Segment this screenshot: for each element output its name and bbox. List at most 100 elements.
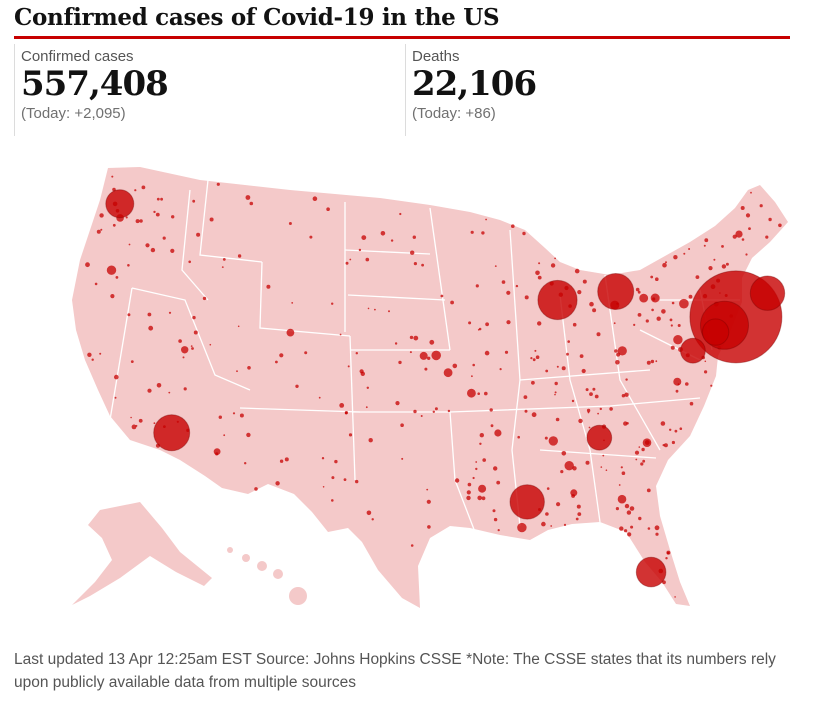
county-dot: [656, 316, 661, 321]
county-dot: [704, 360, 707, 363]
county-dot: [578, 418, 583, 424]
county-dot: [237, 254, 242, 258]
county-dot: [624, 392, 629, 397]
hotspot-bubble: [597, 273, 635, 310]
county-dot: [624, 529, 628, 533]
county-dot: [674, 596, 676, 598]
county-dot: [141, 185, 146, 190]
hotspot-bubble: [586, 424, 613, 451]
county-dot: [535, 270, 540, 276]
county-dot: [545, 512, 549, 516]
county-dot: [625, 378, 628, 381]
county-dot: [675, 389, 679, 393]
county-dot: [472, 476, 475, 480]
county-dot: [365, 406, 368, 409]
county-dot: [360, 371, 365, 376]
county-dot: [550, 525, 553, 527]
county-dot: [554, 257, 556, 260]
county-dot: [634, 450, 640, 455]
county-dot: [479, 433, 484, 438]
hotspot-bubble: [105, 189, 135, 219]
county-dot: [524, 409, 528, 413]
county-dot: [467, 388, 476, 398]
county-dot: [582, 279, 587, 284]
county-dot: [522, 231, 526, 236]
county-dot: [725, 262, 729, 266]
county-dot: [478, 484, 487, 493]
county-dot: [130, 360, 134, 363]
county-dot: [94, 282, 98, 286]
county-dot: [640, 462, 644, 466]
county-dot: [266, 284, 271, 289]
county-dot: [475, 284, 479, 288]
county-dot: [592, 387, 596, 391]
county-dot: [475, 467, 478, 471]
county-dot: [531, 380, 535, 385]
county-dot: [538, 262, 541, 265]
county-dot: [530, 357, 533, 360]
county-dot: [426, 499, 431, 504]
county-dot: [209, 343, 212, 346]
county-dot: [576, 504, 581, 509]
county-dot: [645, 319, 649, 323]
county-dot: [304, 351, 308, 355]
hotspot-bubble: [537, 279, 578, 321]
county-dot: [322, 486, 325, 488]
county-dot: [394, 342, 398, 345]
county-dot: [286, 328, 295, 337]
county-dot: [400, 423, 404, 428]
county-dot: [413, 262, 417, 266]
county-dot: [470, 230, 474, 234]
county-dot: [535, 355, 540, 359]
county-dot: [223, 434, 226, 437]
county-dot: [427, 356, 431, 360]
county-dot: [650, 293, 660, 303]
county-dot: [452, 363, 458, 369]
county-dot: [153, 210, 156, 214]
county-dot: [597, 412, 599, 415]
county-dot: [600, 466, 603, 468]
county-dot: [660, 421, 666, 426]
county-dot: [641, 447, 645, 452]
county-dot: [295, 384, 299, 388]
county-dot: [506, 320, 511, 325]
county-dot: [398, 360, 402, 365]
county-dot: [371, 518, 374, 521]
county-dot: [309, 235, 313, 239]
county-dot: [475, 461, 478, 463]
county-dot: [588, 426, 591, 429]
county-dot: [485, 322, 489, 327]
county-dot: [602, 454, 605, 457]
county-dot: [556, 502, 561, 507]
county-dot: [561, 451, 567, 456]
county-dot: [331, 302, 334, 305]
county-dot: [247, 366, 251, 370]
county-dot: [627, 532, 632, 537]
county-dot: [683, 252, 686, 255]
county-dot: [517, 435, 520, 439]
county-dot: [633, 323, 636, 326]
county-dot: [592, 308, 597, 313]
county-dot: [654, 525, 660, 531]
source-note: Last updated 13 Apr 12:25am EST Source: …: [14, 651, 776, 691]
county-dot: [689, 401, 694, 406]
county-dot: [546, 487, 550, 490]
county-dot: [695, 275, 700, 279]
county-dot: [615, 507, 620, 511]
county-dot: [138, 418, 143, 423]
county-dot: [365, 257, 370, 262]
county-dot: [481, 496, 486, 501]
county-dot: [347, 365, 350, 368]
county-dot: [288, 222, 292, 225]
county-dot: [532, 358, 536, 362]
county-dot: [390, 239, 394, 242]
county-dot: [110, 294, 115, 299]
county-dot: [275, 481, 280, 486]
county-dot: [130, 416, 132, 419]
county-dot: [619, 526, 624, 531]
county-dot: [115, 276, 119, 279]
county-dot: [665, 557, 668, 560]
county-dot: [646, 360, 651, 365]
county-dot: [410, 250, 415, 255]
county-dot: [481, 231, 485, 235]
